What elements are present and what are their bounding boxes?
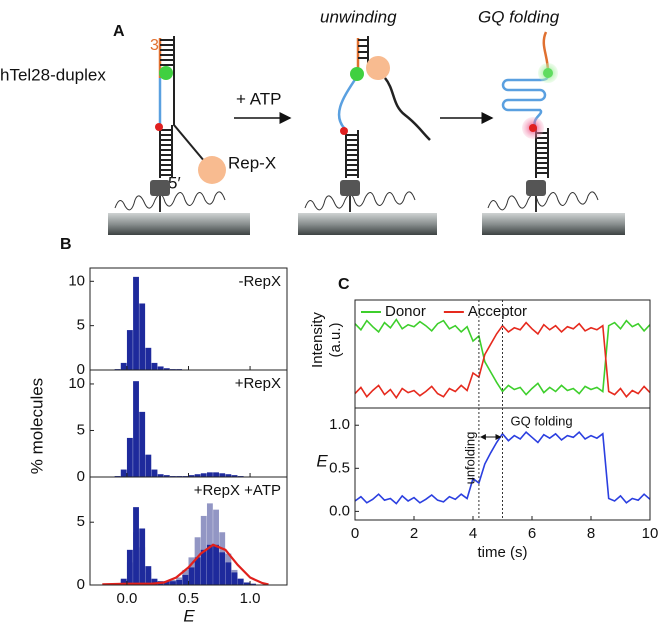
histogram-bar [126, 549, 133, 585]
step-label: unwinding [320, 7, 397, 26]
histogram-bar [213, 544, 219, 585]
histogram-bar [126, 330, 133, 370]
histogram-bar [151, 469, 158, 477]
legend-label: Donor [385, 303, 426, 320]
histogram-bar [170, 581, 176, 585]
histogram-bar [157, 474, 164, 477]
histogram-bar [188, 567, 195, 585]
histogram-bar [194, 557, 201, 585]
panel-label: B [60, 236, 72, 253]
histogram-bar [219, 552, 226, 585]
histogram-bar [139, 411, 146, 477]
histogram-bar [231, 475, 238, 477]
y-tick-label: 0.5 [329, 459, 350, 476]
histogram-bar [225, 474, 232, 477]
y-tick-label: 0 [77, 468, 85, 485]
histogram-bar [237, 578, 244, 585]
x-axis-label: E [183, 606, 195, 625]
histogram-bar [194, 474, 201, 477]
histogram-bar [231, 572, 238, 585]
histogram-bar [163, 581, 170, 585]
annotation: GQ folding [511, 413, 573, 428]
histogram-bar [120, 469, 127, 477]
histogram-bar [188, 475, 195, 477]
y-tick-label: 0 [77, 576, 85, 593]
condition-label: -RepX [238, 273, 281, 290]
histogram-bar [163, 368, 170, 370]
charts: 0 5 10 -RepX B % molecules 0 5 10 +RepX 0 5 +RepX +A… [27, 236, 658, 625]
y-axis-label: % molecules [27, 378, 46, 474]
histogram-bar [151, 578, 158, 585]
y-axis-label: E [316, 451, 328, 470]
y-tick-label: 5 [77, 317, 85, 334]
histogram-bar [206, 503, 213, 585]
histogram-bar [145, 454, 152, 477]
x-tick-label: 4 [469, 525, 477, 542]
panel-a: A 3′ hTel28-duplex + ATP Rep-X 5′ unwind… [0, 7, 625, 235]
histogram-bar [206, 544, 213, 585]
y-tick-label: 0 [77, 361, 85, 378]
panel-label: A [113, 23, 125, 40]
construct-2 [298, 36, 437, 235]
helicase-label: Rep-X [228, 153, 276, 172]
histogram-bar [120, 362, 127, 370]
legend-label: Acceptor [468, 303, 527, 320]
histogram-bar [200, 549, 207, 585]
trace [354, 318, 651, 396]
construct-label: hTel28-duplex [0, 65, 106, 84]
step-label: GQ folding [478, 7, 560, 26]
histogram-bar [219, 473, 226, 477]
histogram-bar [213, 472, 219, 477]
y-axis-label: (a.u.) [327, 322, 344, 357]
histogram-bar [157, 366, 164, 370]
y-tick-label: 1.0 [329, 416, 350, 433]
histogram-bar [133, 276, 139, 370]
construct-1 [108, 36, 250, 235]
histogram-bar [126, 437, 133, 477]
histogram-bar [243, 582, 250, 585]
histogram-bar [139, 303, 146, 370]
reagent-label: + ATP [236, 89, 282, 108]
condition-label: +RepX +ATP [194, 482, 281, 499]
histogram-bar [139, 528, 146, 585]
fit-curve [102, 543, 269, 586]
x-tick-label: 0.5 [178, 590, 199, 607]
x-tick-label: 6 [528, 525, 536, 542]
x-tick-label: 10 [642, 525, 659, 542]
construct-3 [482, 31, 625, 235]
histogram-bar [151, 362, 158, 370]
strand-end-label: 5′ [168, 173, 181, 192]
y-tick-label: 0.0 [329, 502, 350, 519]
histogram-bar [225, 562, 232, 585]
histogram-bar [250, 583, 256, 585]
y-tick-label: 5 [77, 421, 85, 438]
histogram-bar [133, 507, 139, 585]
histogram-bar [200, 473, 207, 477]
histogram-bar [145, 566, 152, 585]
histogram-bar [133, 381, 139, 477]
histogram-bar [182, 574, 189, 585]
y-tick-label: 10 [68, 375, 85, 392]
condition-label: +RepX [235, 375, 281, 392]
y-tick-label: 5 [77, 513, 85, 530]
x-axis-label: time (s) [478, 544, 528, 561]
y-axis-label: Intensity [309, 312, 326, 368]
histogram-bar [176, 579, 183, 585]
histogram-bar [145, 347, 152, 370]
annotation: unfolding [462, 432, 477, 485]
x-tick-label: 2 [410, 525, 418, 542]
histogram-bar [206, 472, 213, 477]
x-tick-label: 0 [351, 525, 359, 542]
x-tick-label: 1.0 [240, 590, 261, 607]
strand-end-label: 3′ [150, 37, 162, 54]
x-tick-label: 0.0 [117, 590, 138, 607]
panel-label: C [338, 276, 350, 293]
histogram-bar [163, 475, 170, 477]
y-tick-label: 10 [68, 272, 85, 289]
x-tick-label: 8 [587, 525, 595, 542]
histogram-bar [120, 578, 127, 585]
